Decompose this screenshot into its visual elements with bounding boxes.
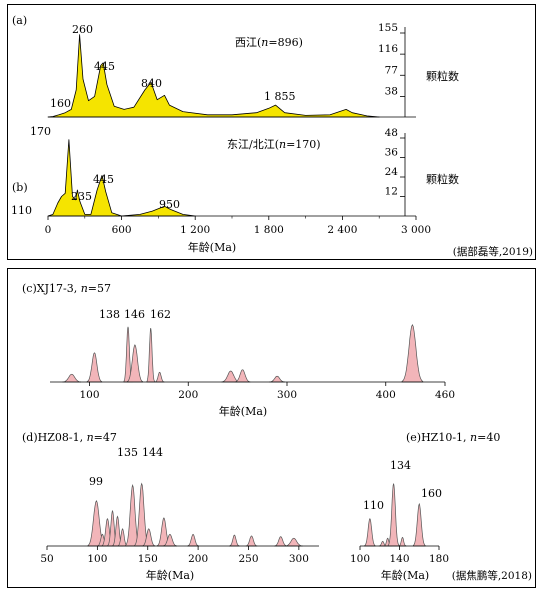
hz08-1-age-peak (245, 535, 258, 547)
dongjiang-x-tick-label: 3 000 (401, 224, 431, 236)
hz10-1-title: (e)HZ10-1, n=40 (406, 431, 500, 444)
xijiang-peak-label: 840 (141, 77, 162, 90)
hz08-1-age-peak (285, 537, 303, 547)
hz08-1-x-tick-label: 250 (238, 553, 258, 565)
xj17-3-age-peak (221, 370, 240, 383)
xj17-3-peak-label: 138 (99, 308, 120, 321)
hz08-1-peak-label: 135 (117, 446, 138, 459)
xj17-3-age-peak (62, 373, 81, 383)
xj17-3-peak-label: 162 (150, 308, 171, 321)
xj17-3-x-tick-label: 200 (178, 389, 198, 401)
dongjiang-x-axis-label: 年龄(Ma) (188, 240, 236, 254)
panel-b-label: (b) (12, 181, 28, 194)
hz08-1-title: (d)HZ08-1, n=47 (22, 431, 117, 444)
dongjiang-x-tick-label: 0 (45, 224, 52, 236)
xj17-3-x-tick-label: 300 (277, 389, 297, 401)
hz10-1-peak-label: 160 (421, 487, 442, 500)
xijiang-peak-label: 260 (72, 23, 93, 36)
hz08-1-x-axis-label: 年龄(Ma) (146, 568, 194, 582)
hz10-1-peak-label: 110 (363, 499, 384, 512)
xj17-3-age-peak (126, 344, 143, 383)
dongjiang-peak-label: 170 (30, 125, 51, 138)
xijiang-peak-label: 1 855 (264, 90, 296, 103)
dongjiang-y-tick-label: 36 (385, 147, 399, 159)
hz08-1-age-peak (274, 536, 288, 547)
xj17-3-age-peak (146, 327, 155, 383)
xj17-3-peak-label: 146 (124, 308, 145, 321)
dongjiang-x-tick-label: 600 (112, 224, 132, 236)
dongjiang-series-title: 东江/北江(n=170) (227, 138, 321, 151)
hz08-1-age-peak (142, 528, 156, 547)
hz08-1-x-tick-label: 150 (138, 553, 158, 565)
xijiang-y-tick-label: 38 (385, 85, 398, 97)
dongjiang-y-axis-label: 颗粒数 (426, 172, 459, 186)
hz08-1-age-peak (187, 533, 199, 547)
hz10-1-x-tick-label: 140 (389, 553, 409, 565)
dongjiang-peak-label: 950 (159, 198, 180, 211)
xj17-3-x-tick-label: 460 (435, 389, 455, 401)
panel-a-label: (a) (12, 14, 27, 27)
dongjiang-x-tick-label: 1 200 (180, 224, 210, 236)
dongjiang-peak-label: 445 (93, 173, 114, 186)
xj17-3-age-peak (86, 352, 103, 383)
dongjiang-x-tick-label: 1 800 (254, 224, 284, 236)
hz08-1-age-peak (229, 534, 240, 547)
hz08-1-age-peak (162, 533, 177, 547)
hz08-1-peak-label: 144 (142, 446, 163, 459)
dongjiang-peak-label: 110 (11, 204, 32, 217)
xj17-3-age-peak (269, 375, 285, 383)
xijiang-dongjiang-detrital-zircon-chart: 38 77 116 155 颗粒数 西江(n=896) (a) 160 260 445 840 1 8… (11, 14, 533, 258)
dongjiang-x-tick-label: 2 400 (327, 224, 357, 236)
hz10-1-age-peak (364, 517, 376, 547)
xijiang-series-title: 西江(n=896) (235, 36, 303, 49)
hz10-1-x-axis-label: 年龄(Ma) (381, 568, 429, 582)
bottom-chart-panel: 100 200 300 400 460 (c)XJ17-3, n=57 年龄(Ma) 138 1… (7, 268, 536, 588)
hz10-1-peak-label: 134 (390, 459, 411, 472)
dongjiang-peak-label: 235 (71, 190, 92, 203)
xj17-3-age-peak (154, 371, 165, 383)
hz10-1-x-tick-label: 180 (429, 553, 449, 565)
xj17-3-age-peak (234, 369, 251, 383)
xijiang-peak-label: 160 (50, 97, 71, 110)
xijiang-y-tick-label: 155 (378, 22, 398, 34)
xijiang-y-tick-label: 116 (378, 43, 398, 55)
hz08-1-x-tick-label: 50 (40, 553, 53, 565)
xijiang-y-axis-label: 颗粒数 (426, 69, 459, 83)
source-citation-top: (据部磊等,2019) (453, 245, 533, 258)
hz08-1-x-tick-label: 200 (188, 553, 208, 565)
xijiang-density-area (47, 34, 380, 118)
hz08-1-peak-label: 99 (89, 475, 103, 488)
xj17-3-age-peak (401, 324, 424, 383)
top-chart-panel: 38 77 116 155 颗粒数 西江(n=896) (a) 160 260 445 840 1 8… (7, 4, 536, 260)
xijiang-y-tick-label: 77 (385, 64, 398, 76)
hz08-1-x-tick-label: 300 (289, 553, 309, 565)
dongjiang-y-tick-label: 24 (385, 166, 399, 178)
xijiang-peak-label: 445 (94, 60, 115, 73)
xj17-3-x-tick-label: 400 (376, 389, 396, 401)
hz10-1-age-peak (398, 536, 407, 547)
xj17-3-x-axis-label: 年龄(Ma) (219, 404, 267, 418)
dongjiang-y-tick-label: 48 (385, 127, 398, 139)
well-samples-zircon-age-chart: 100 200 300 400 460 (c)XJ17-3, n=57 年龄(Ma) 138 1… (22, 282, 532, 582)
hz08-1-x-tick-label: 100 (87, 553, 107, 565)
hz10-1-x-tick-label: 100 (350, 553, 370, 565)
xj17-3-x-tick-label: 100 (79, 389, 99, 401)
dongjiang-beijiang-density-area (47, 139, 196, 217)
hz10-1-age-peak (387, 483, 400, 547)
xj17-3-title: (c)XJ17-3, n=57 (22, 282, 111, 295)
hz10-1-age-peak (412, 502, 426, 547)
dongjiang-y-tick-label: 12 (385, 186, 398, 198)
source-citation-bottom: (据焦鹏等,2018) (452, 569, 532, 582)
